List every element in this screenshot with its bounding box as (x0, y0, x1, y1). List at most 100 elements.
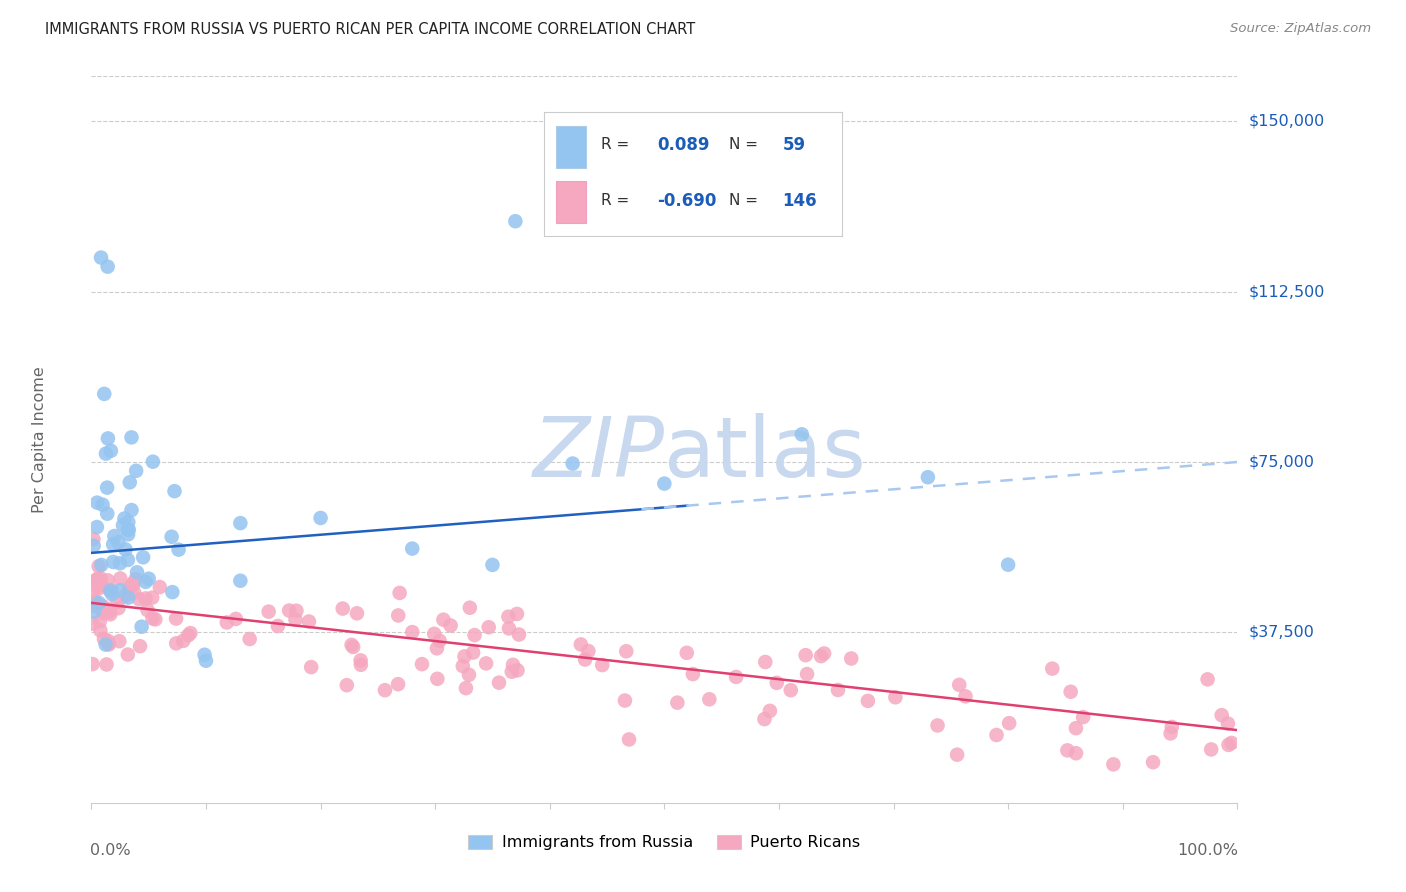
Point (464, 628, 486, 642)
Point (90, 578, 112, 592)
Point (278, 603, 301, 617)
Point (97, 432, 120, 446)
Point (475, 657, 498, 671)
Point (215, 615, 238, 630)
Point (118, 581, 141, 595)
Point (82, 657, 104, 671)
Point (423, 627, 446, 641)
Point (229, 516, 252, 530)
Point (574, 652, 596, 666)
Point (1220, 736, 1243, 750)
Point (117, 591, 139, 605)
Point (91, 498, 114, 512)
Point (725, 670, 748, 684)
Text: 100.0%: 100.0% (1177, 843, 1239, 858)
Point (94, 447, 117, 461)
Point (388, 586, 411, 600)
Point (108, 634, 131, 648)
Point (1199, 742, 1222, 756)
Point (429, 633, 451, 648)
Point (1160, 720, 1182, 734)
Point (114, 542, 136, 557)
Point (83, 604, 105, 618)
Point (439, 618, 461, 632)
Point (167, 542, 190, 557)
Text: $37,500: $37,500 (1249, 625, 1315, 640)
Point (117, 648, 139, 662)
Point (93, 606, 115, 620)
Point (83, 539, 105, 553)
Point (998, 716, 1021, 731)
Point (675, 646, 697, 660)
Point (1102, 757, 1125, 772)
Point (84, 573, 107, 587)
Point (426, 672, 449, 686)
Point (299, 660, 322, 674)
Point (927, 718, 949, 732)
Point (132, 550, 155, 565)
Point (569, 637, 592, 651)
Point (463, 646, 485, 660)
Point (121, 430, 143, 444)
Point (1040, 662, 1063, 676)
Point (89, 614, 111, 628)
Point (506, 607, 529, 621)
Point (97, 638, 120, 652)
Point (141, 611, 163, 625)
Point (997, 558, 1019, 572)
Point (108, 556, 131, 570)
Point (332, 601, 354, 615)
Point (955, 690, 977, 704)
Point (131, 620, 153, 634)
Point (336, 678, 359, 692)
Point (107, 535, 129, 549)
Point (141, 591, 163, 605)
Point (128, 592, 150, 607)
Point (136, 603, 159, 617)
Point (107, 601, 129, 615)
Point (458, 667, 481, 681)
Point (754, 712, 776, 726)
Point (1060, 685, 1083, 699)
Point (121, 503, 143, 517)
Point (478, 620, 501, 634)
Point (498, 622, 520, 636)
Point (839, 651, 862, 665)
Point (84, 596, 107, 610)
Text: $112,500: $112,500 (1249, 285, 1324, 299)
Point (948, 678, 970, 692)
Point (194, 648, 217, 662)
Point (165, 636, 187, 650)
Point (1197, 673, 1219, 687)
Point (1216, 716, 1239, 731)
Point (1142, 755, 1164, 769)
Point (374, 683, 396, 698)
Point (346, 607, 368, 621)
Point (387, 677, 409, 691)
Point (796, 667, 818, 681)
Point (794, 648, 817, 662)
Point (759, 704, 782, 718)
Point (121, 576, 143, 591)
Text: Source: ZipAtlas.com: Source: ZipAtlas.com (1230, 22, 1371, 36)
Point (98, 607, 121, 622)
Point (89, 624, 111, 638)
Point (165, 611, 187, 625)
Point (614, 644, 637, 658)
Point (98, 583, 121, 598)
Point (1160, 726, 1182, 740)
Point (453, 649, 475, 664)
Point (179, 626, 201, 640)
Point (97, 636, 120, 650)
Point (682, 667, 704, 681)
Point (225, 612, 247, 626)
Point (177, 628, 200, 642)
Point (481, 558, 503, 572)
Point (501, 665, 523, 679)
Point (129, 639, 152, 653)
Point (917, 470, 939, 484)
Point (103, 529, 125, 543)
Point (82, 616, 104, 631)
Point (699, 692, 721, 706)
Point (754, 655, 776, 669)
